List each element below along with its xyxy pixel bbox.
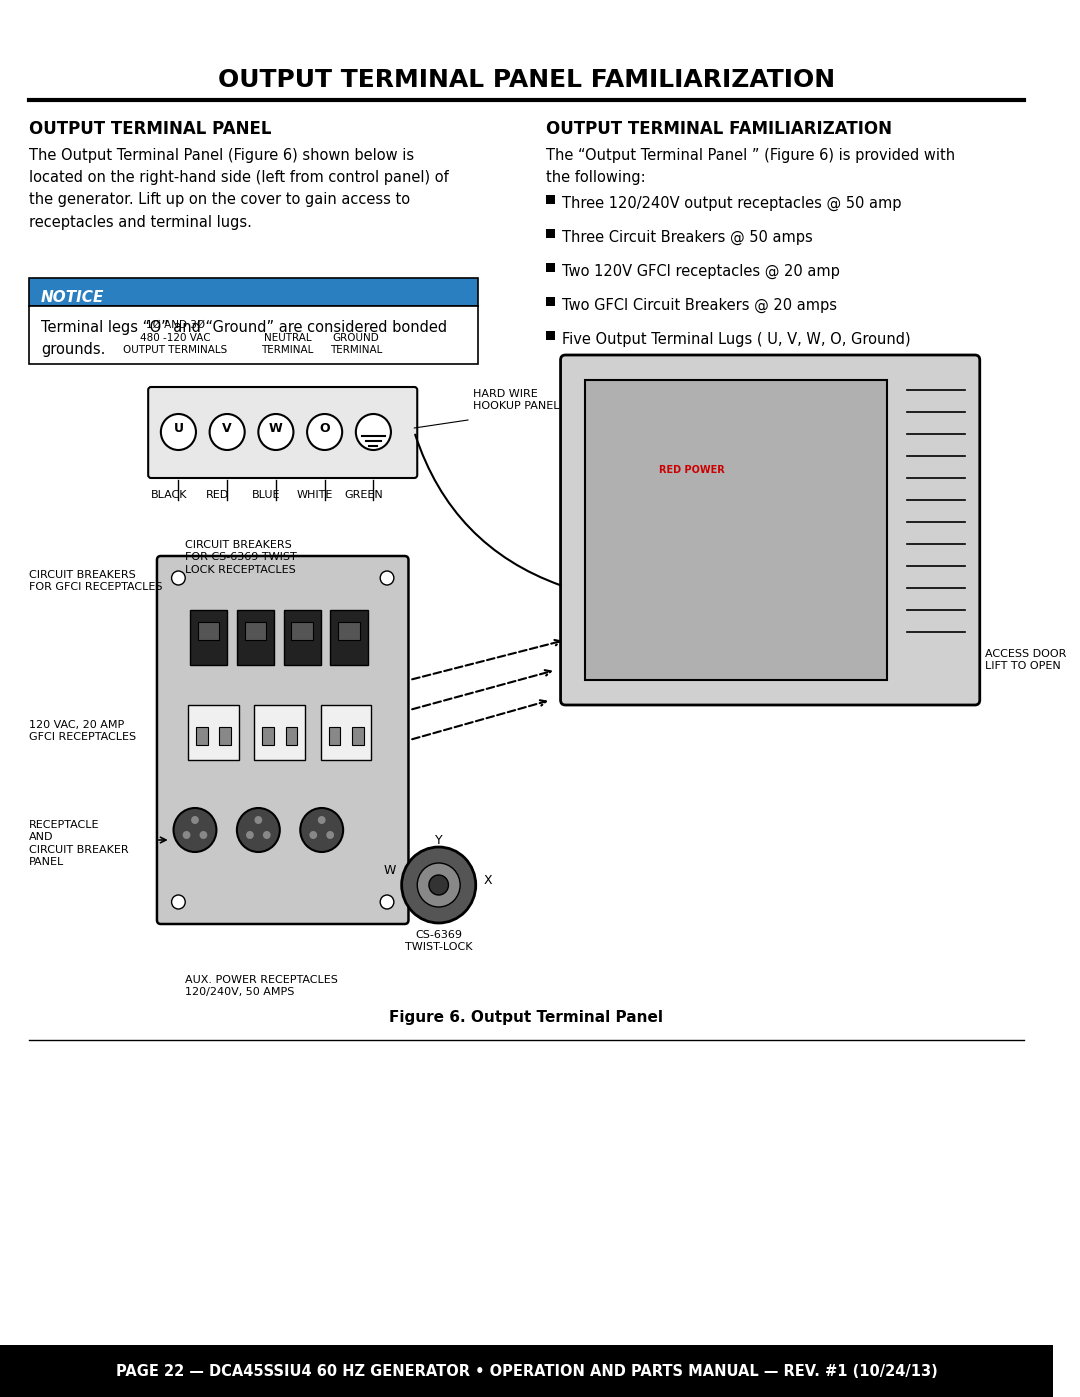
Text: BLACK: BLACK [150, 490, 187, 500]
Circle shape [318, 816, 325, 824]
Bar [245, 622, 266, 640]
Circle shape [309, 831, 318, 840]
FancyBboxPatch shape [148, 387, 417, 478]
Text: RECEPTACLE
AND
CIRCUIT BREAKER
PANEL: RECEPTACLE AND CIRCUIT BREAKER PANEL [29, 820, 129, 868]
Text: NOTICE: NOTICE [41, 291, 105, 306]
Bar [237, 610, 274, 665]
Text: V: V [222, 422, 232, 434]
Text: GROUND
TERMINAL: GROUND TERMINAL [329, 332, 382, 355]
Text: PAGE 22 — DCA45SSIU4 60 HZ GENERATOR • OPERATION AND PARTS MANUAL — REV. #1 (10/: PAGE 22 — DCA45SSIU4 60 HZ GENERATOR • O… [116, 1363, 937, 1379]
Text: CIRCUIT BREAKERS
FOR CS-6369 TWIST
LOCK RECEPTACLES: CIRCUIT BREAKERS FOR CS-6369 TWIST LOCK … [186, 541, 297, 574]
Text: The “Output Terminal Panel ” (Figure 6) is provided with
the following:: The “Output Terminal Panel ” (Figure 6) … [545, 148, 955, 186]
Text: Y: Y [435, 834, 443, 847]
Bar [330, 610, 367, 665]
Text: Terminal legs “O” and “Ground” are considered bonded
grounds.: Terminal legs “O” and “Ground” are consi… [41, 320, 447, 358]
Bar [29, 306, 477, 365]
Text: BLUE: BLUE [252, 490, 281, 500]
Text: Five Output Terminal Lugs ( U, V, W, O, Ground): Five Output Terminal Lugs ( U, V, W, O, … [562, 332, 910, 346]
Circle shape [402, 847, 476, 923]
Text: RED POWER: RED POWER [659, 465, 725, 475]
Circle shape [161, 414, 195, 450]
Bar [262, 726, 274, 745]
Circle shape [262, 831, 271, 840]
Text: NEUTRAL
TERMINAL: NEUTRAL TERMINAL [261, 332, 314, 355]
Circle shape [380, 571, 394, 585]
Bar [352, 726, 364, 745]
Text: X: X [483, 873, 491, 887]
Text: OUTPUT TERMINAL PANEL: OUTPUT TERMINAL PANEL [29, 120, 272, 138]
Circle shape [172, 571, 186, 585]
Text: RED: RED [206, 490, 229, 500]
Bar [585, 380, 887, 680]
Text: CS-6369
TWIST-LOCK: CS-6369 TWIST-LOCK [405, 930, 472, 953]
Bar [545, 331, 555, 339]
Text: 120 VAC, 20 AMP
GFCI RECEPTACLES: 120 VAC, 20 AMP GFCI RECEPTACLES [29, 719, 136, 742]
Circle shape [417, 863, 460, 907]
Circle shape [191, 816, 199, 824]
Bar [285, 726, 297, 745]
Bar [190, 610, 227, 665]
Bar [545, 229, 555, 237]
Bar [198, 622, 219, 640]
Text: AUX. POWER RECEPTACLES
120/240V, 50 AMPS: AUX. POWER RECEPTACLES 120/240V, 50 AMPS [186, 975, 338, 997]
Bar [255, 705, 306, 760]
Text: Figure 6. Output Terminal Panel: Figure 6. Output Terminal Panel [390, 1010, 663, 1025]
Circle shape [200, 831, 207, 840]
Text: ACCESS DOOR
LIFT TO OPEN: ACCESS DOOR LIFT TO OPEN [985, 648, 1066, 671]
Text: OUTPUT TERMINAL PANEL FAMILIARIZATION: OUTPUT TERMINAL PANEL FAMILIARIZATION [218, 68, 835, 92]
Circle shape [174, 807, 216, 852]
FancyBboxPatch shape [157, 556, 408, 923]
Circle shape [429, 875, 448, 895]
Text: Three 120/240V output receptacles @ 50 amp: Three 120/240V output receptacles @ 50 a… [562, 196, 901, 211]
Circle shape [307, 414, 342, 450]
Bar [338, 622, 360, 640]
Circle shape [172, 895, 186, 909]
Text: Three Circuit Breakers @ 50 amps: Three Circuit Breakers @ 50 amps [562, 231, 812, 246]
Bar [292, 622, 313, 640]
Bar [545, 263, 555, 272]
Bar [219, 726, 231, 745]
Bar [545, 298, 555, 306]
Bar [29, 278, 477, 306]
Bar [0, 1345, 1053, 1397]
Text: U: U [174, 422, 184, 434]
Circle shape [326, 831, 334, 840]
Text: 1Ø AND 3Ø
480 -120 VAC
OUTPUT TERMINALS: 1Ø AND 3Ø 480 -120 VAC OUTPUT TERMINALS [123, 320, 228, 355]
Circle shape [380, 895, 394, 909]
Circle shape [210, 414, 245, 450]
FancyArrowPatch shape [415, 434, 561, 585]
Text: OUTPUT TERMINAL FAMILIARIZATION: OUTPUT TERMINAL FAMILIARIZATION [545, 120, 892, 138]
Circle shape [237, 807, 280, 852]
Bar [188, 705, 239, 760]
Bar [284, 610, 321, 665]
Circle shape [246, 831, 254, 840]
Text: Two GFCI Circuit Breakers @ 20 amps: Two GFCI Circuit Breakers @ 20 amps [562, 298, 837, 313]
Bar [545, 196, 555, 204]
Text: O: O [320, 422, 330, 434]
Bar [195, 726, 207, 745]
Text: GREEN: GREEN [345, 490, 383, 500]
Circle shape [183, 831, 190, 840]
FancyBboxPatch shape [561, 355, 980, 705]
Bar [321, 705, 372, 760]
Text: CIRCUIT BREAKERS
FOR GFCI RECEPTACLES: CIRCUIT BREAKERS FOR GFCI RECEPTACLES [29, 570, 163, 592]
Text: W: W [383, 863, 396, 876]
Text: WHITE: WHITE [297, 490, 333, 500]
Circle shape [258, 414, 294, 450]
Bar [328, 726, 340, 745]
Text: Two 120V GFCI receptacles @ 20 amp: Two 120V GFCI receptacles @ 20 amp [562, 264, 839, 279]
Text: The Output Terminal Panel (Figure 6) shown below is
located on the right-hand si: The Output Terminal Panel (Figure 6) sho… [29, 148, 449, 229]
Text: HARD WIRE
HOOKUP PANEL: HARD WIRE HOOKUP PANEL [473, 388, 559, 411]
Circle shape [355, 414, 391, 450]
Text: W: W [269, 422, 283, 434]
Circle shape [255, 816, 262, 824]
Circle shape [300, 807, 343, 852]
